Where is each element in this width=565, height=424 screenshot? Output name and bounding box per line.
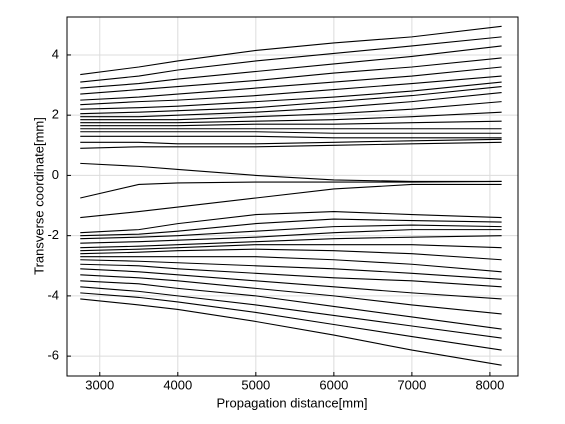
- x-tick-label: 5000: [241, 377, 270, 392]
- trajectory-line: [80, 248, 502, 261]
- y-tick-label: 0: [52, 167, 59, 182]
- y-tick-label: -2: [47, 227, 59, 242]
- trajectory-line: [80, 86, 502, 115]
- trajectory-line: [80, 298, 502, 366]
- trajectory-line: [80, 274, 502, 315]
- x-tick-label: 8000: [475, 377, 504, 392]
- trajectory-line: [80, 92, 502, 118]
- trajectory-line: [80, 36, 502, 83]
- trajectory-line: [80, 111, 502, 124]
- trajectory-line: [80, 138, 502, 145]
- trajectory-line: [80, 66, 502, 101]
- trajectory-line: [80, 57, 502, 95]
- trajectory-line: [80, 135, 502, 139]
- trajectory-line: [80, 259, 502, 280]
- trajectory-line: [80, 218, 502, 237]
- trajectory-line: [80, 180, 502, 199]
- x-tick-label: 6000: [319, 377, 348, 392]
- y-tick-label: -4: [47, 287, 59, 302]
- plot-frame: [66, 16, 519, 377]
- y-tick-label: -6: [47, 348, 59, 363]
- y-tick-label: 4: [52, 46, 59, 61]
- trajectory-line: [80, 162, 502, 182]
- x-tick-label: 4000: [163, 377, 192, 392]
- trajectory-line: [80, 141, 502, 149]
- trajectory-line: [80, 256, 502, 273]
- trajectory-line: [80, 280, 502, 330]
- trajectory-line: [80, 75, 502, 106]
- trajectory-line: [80, 244, 502, 252]
- trajectory-line: [80, 131, 502, 134]
- trajectory-line: [80, 25, 502, 76]
- x-axis-label: Propagation distance[mm]: [216, 395, 367, 410]
- trajectory-line: [80, 268, 502, 300]
- y-axis-label: Transverse coordinate[mm]: [31, 117, 46, 275]
- trajectory-line: [80, 101, 502, 121]
- trajectory-line: [80, 81, 502, 110]
- trajectory-line: [80, 120, 502, 127]
- trajectory-line: [80, 235, 502, 249]
- y-tick-label: 2: [52, 107, 59, 122]
- x-tick-label: 3000: [85, 377, 114, 392]
- trajectory-line: [80, 229, 502, 244]
- trajectory-line: [80, 45, 502, 89]
- trajectory-line: [80, 286, 502, 339]
- trajectory-line: [80, 292, 502, 351]
- x-tick-label: 7000: [397, 377, 426, 392]
- trajectory-line: [80, 224, 502, 240]
- trajectory-line: [80, 263, 502, 288]
- trajectory-line: [80, 211, 502, 234]
- trajectory-line: [80, 183, 502, 219]
